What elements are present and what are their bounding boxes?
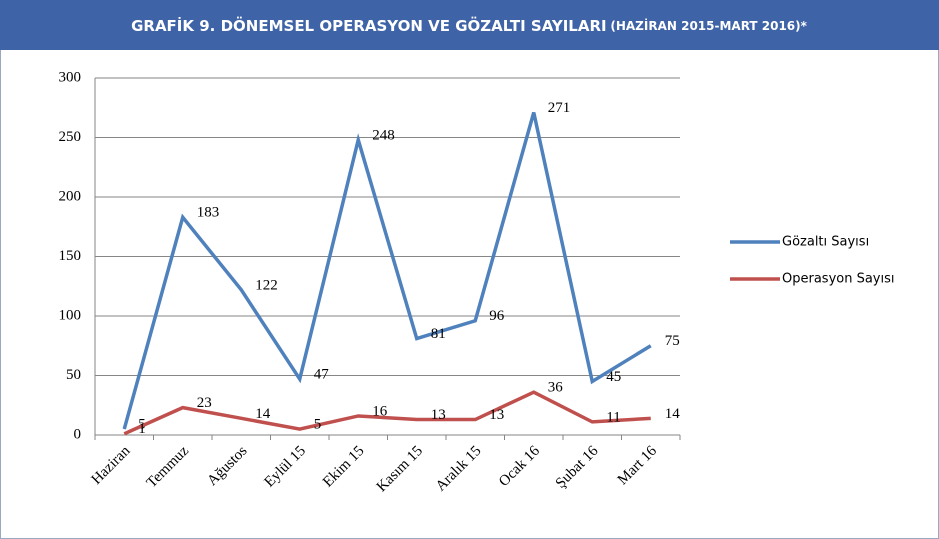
y-tick-label: 300 [59,69,82,85]
series-line [123,390,651,436]
data-label: 16 [372,403,388,419]
title-bar [0,0,939,50]
data-label: 13 [489,407,504,423]
data-label: 11 [606,409,620,425]
data-label: 36 [548,380,564,396]
data-label: 183 [197,205,220,221]
data-label: 14 [255,406,271,422]
y-tick-label: 0 [74,426,82,442]
data-label: 122 [255,277,278,293]
data-label: 271 [548,100,571,116]
y-tick-label: 100 [59,307,82,323]
series-line [122,112,652,430]
data-label: 13 [431,407,446,423]
data-label: 45 [606,369,621,385]
data-label: 1 [138,421,146,437]
data-label: 47 [314,367,330,383]
legend-label: Gözaltı Sayısı [782,235,869,250]
y-tick-label: 200 [59,188,82,204]
chart-title: GRAFİK 9. DÖNEMSEL OPERASYON VE GÖZALTI … [131,16,607,35]
data-label: 81 [431,326,446,342]
y-tick-label: 250 [59,129,82,145]
chart-title-group: GRAFİK 9. DÖNEMSEL OPERASYON VE GÖZALTI … [131,16,808,35]
data-label: 96 [489,308,505,324]
data-label: 5 [314,416,322,432]
data-label: 75 [665,333,680,349]
legend-label: Operasyon Sayısı [782,272,895,287]
data-label: 14 [665,406,681,422]
chart-subtitle: (HAZİRAN 2015-MART 2016)* [610,18,807,33]
data-label: 23 [197,395,212,411]
y-tick-label: 150 [59,248,82,264]
y-tick-label: 50 [66,367,81,383]
data-label: 248 [372,127,395,143]
